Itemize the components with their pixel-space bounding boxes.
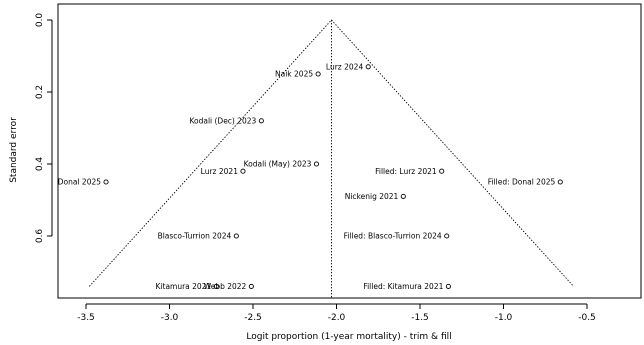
x-tick-label: -2.5	[244, 313, 262, 323]
point-label: Filled: Kitamura 2021	[363, 282, 443, 291]
x-tick-label: -3.0	[161, 313, 179, 323]
data-point	[104, 180, 108, 184]
y-axis-title: Standard error	[9, 117, 19, 183]
data-point	[259, 119, 263, 123]
point-label: Naik 2025	[275, 70, 313, 79]
point-label: Kodali (May) 2023	[244, 160, 312, 169]
x-tick-label: -0.5	[578, 313, 596, 323]
data-point	[401, 194, 405, 198]
y-tick-label: 0.6	[35, 229, 45, 244]
y-tick-label: 0.4	[35, 157, 45, 172]
data-point	[249, 284, 253, 288]
data-point	[440, 169, 444, 173]
x-axis-title: Logit proportion (1-year mortality) - tr…	[246, 332, 451, 342]
x-tick-label: -3.5	[77, 313, 95, 323]
data-point	[558, 180, 562, 184]
x-tick-label: -1.5	[411, 313, 429, 323]
y-tick-label: 0.2	[35, 85, 45, 99]
data-point	[234, 234, 238, 238]
x-axis: -3.5 -3.0 -2.5 -2.0 -1.5 -1.0 -0.5	[77, 304, 596, 323]
data-point	[241, 169, 245, 173]
point-label: Lurz 2021	[201, 167, 239, 176]
y-axis: 0.0 0.2 0.4 0.6	[35, 13, 52, 244]
point-label: Filled: Lurz 2021	[375, 167, 437, 176]
point-label: Donal 2025	[58, 178, 101, 187]
points-layer: Lurz 2024 Naik 2025 Kodali (Dec) 2023 Kodal…	[58, 62, 563, 291]
y-tick-label: 0.0	[35, 13, 45, 28]
data-point	[446, 284, 450, 288]
data-point	[366, 65, 370, 69]
data-point	[445, 234, 449, 238]
point-label: Webb 2022	[204, 282, 247, 291]
point-label: Blasco-Turrion 2024	[158, 232, 232, 241]
x-tick-label: -1.0	[495, 313, 513, 323]
data-point	[316, 72, 320, 76]
point-label: Lurz 2024	[326, 62, 364, 71]
plot-frame	[58, 4, 641, 298]
point-label: Nickenig 2021	[345, 192, 399, 201]
point-label: Kodali (Dec) 2023	[189, 116, 256, 125]
point-label: Filled: Donal 2025	[488, 178, 556, 187]
x-tick-label: -2.0	[328, 313, 346, 323]
point-label: Filled: Blasco-Turrion 2024	[344, 232, 442, 241]
data-point	[314, 162, 318, 166]
